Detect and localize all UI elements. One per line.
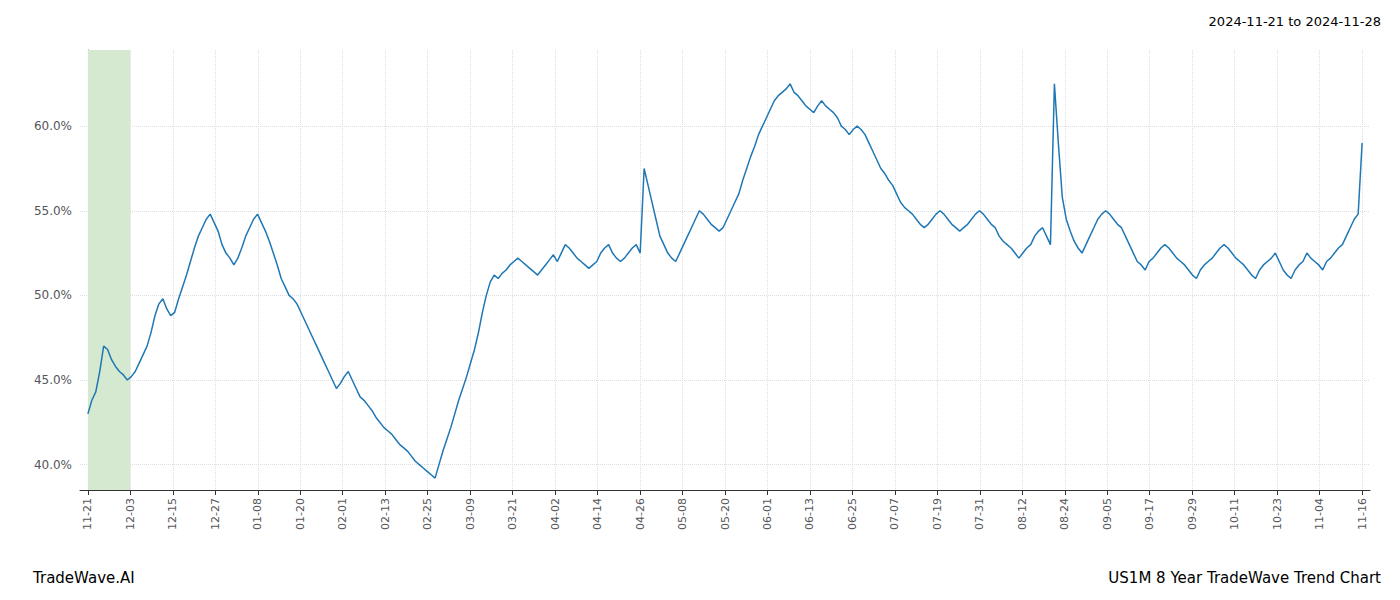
svg-text:45.0%: 45.0% — [34, 373, 72, 387]
svg-text:60.0%: 60.0% — [34, 119, 72, 133]
svg-text:04-02: 04-02 — [549, 498, 562, 530]
svg-text:04-14: 04-14 — [591, 498, 604, 530]
svg-text:TradeWave.AI: TradeWave.AI — [32, 569, 135, 587]
svg-text:11-04: 11-04 — [1313, 498, 1326, 530]
svg-text:04-26: 04-26 — [634, 498, 647, 530]
svg-text:08-24: 08-24 — [1058, 498, 1071, 530]
svg-text:02-25: 02-25 — [421, 498, 434, 530]
svg-text:11-21: 11-21 — [81, 498, 94, 530]
svg-text:06-13: 06-13 — [803, 498, 816, 530]
svg-text:12-03: 12-03 — [124, 498, 137, 530]
svg-text:02-13: 02-13 — [379, 498, 392, 530]
svg-text:01-20: 01-20 — [294, 498, 307, 530]
svg-text:01-08: 01-08 — [251, 498, 264, 530]
svg-text:07-31: 07-31 — [973, 498, 986, 530]
svg-text:07-07: 07-07 — [888, 498, 901, 530]
svg-text:03-21: 03-21 — [506, 498, 519, 530]
svg-text:US1M 8 Year TradeWave Trend Ch: US1M 8 Year TradeWave Trend Chart — [1108, 569, 1381, 587]
svg-text:2024-11-21 to 2024-11-28: 2024-11-21 to 2024-11-28 — [1209, 14, 1381, 29]
svg-text:09-29: 09-29 — [1186, 498, 1199, 530]
svg-text:55.0%: 55.0% — [34, 204, 72, 218]
svg-text:06-25: 06-25 — [846, 498, 859, 530]
svg-text:12-27: 12-27 — [209, 498, 222, 530]
svg-text:02-01: 02-01 — [336, 498, 349, 530]
svg-text:11-16: 11-16 — [1356, 498, 1369, 530]
svg-text:05-20: 05-20 — [719, 498, 732, 530]
svg-text:10-23: 10-23 — [1271, 498, 1284, 530]
svg-text:08-12: 08-12 — [1016, 498, 1029, 530]
svg-text:06-01: 06-01 — [761, 498, 774, 530]
svg-text:07-19: 07-19 — [931, 498, 944, 530]
svg-text:09-05: 09-05 — [1101, 498, 1114, 530]
svg-text:10-11: 10-11 — [1228, 498, 1241, 530]
svg-text:40.0%: 40.0% — [34, 458, 72, 472]
svg-text:09-17: 09-17 — [1143, 498, 1156, 530]
svg-text:03-09: 03-09 — [464, 498, 477, 530]
svg-text:12-15: 12-15 — [166, 498, 179, 530]
svg-text:50.0%: 50.0% — [34, 288, 72, 302]
svg-text:05-08: 05-08 — [676, 498, 689, 530]
